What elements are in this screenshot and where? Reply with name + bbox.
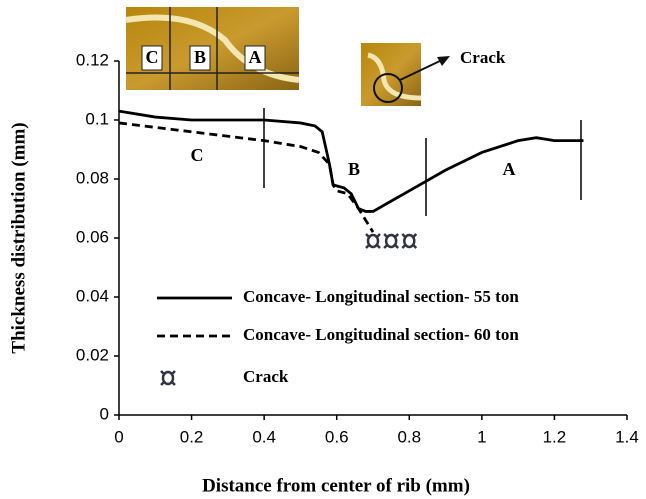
data-line xyxy=(118,109,584,213)
y-tick-label: 0.04 xyxy=(76,286,109,305)
crack-marker xyxy=(365,233,381,249)
x-tick-label: 0 xyxy=(114,427,123,446)
y-tick-label: 0.08 xyxy=(76,168,109,187)
x-axis-title: Distance from center of rib (mm) xyxy=(202,475,470,496)
y-axis-title: Thickness distribution (mm) xyxy=(8,122,29,353)
y-tick-label: 0.1 xyxy=(85,109,109,128)
x-tick-label: 1 xyxy=(477,427,486,446)
legend-label: Crack xyxy=(243,367,289,386)
annotation: Crack xyxy=(460,48,506,67)
inset-label: B xyxy=(194,47,206,67)
x-tick-label: 0.6 xyxy=(325,427,349,446)
x-tick-label: 0.4 xyxy=(252,427,276,446)
x-tick-label: 0.2 xyxy=(180,427,204,446)
y-tick-label: 0.02 xyxy=(76,345,109,364)
inset-label: C xyxy=(146,47,159,67)
legend-label: Concave- Longitudinal section- 55 ton xyxy=(243,287,519,306)
data-line xyxy=(118,121,375,233)
crack-marker xyxy=(401,233,418,249)
region-label: A xyxy=(503,159,516,179)
inset-label: A xyxy=(249,47,262,67)
crack-marker xyxy=(383,233,400,249)
legend-marker xyxy=(160,370,176,386)
region-label: C xyxy=(191,145,204,165)
y-tick-label: 0.06 xyxy=(76,227,109,246)
inset-photo: Crack xyxy=(361,43,506,106)
y-tick-label: 0.12 xyxy=(76,50,109,69)
region-label: B xyxy=(348,159,360,179)
x-tick-label: 0.8 xyxy=(397,427,421,446)
inset-photo: C B A xyxy=(125,7,300,90)
x-tick-label: 1.2 xyxy=(543,427,567,446)
x-tick-label: 1.4 xyxy=(615,427,639,446)
legend-label: Concave- Longitudinal section- 60 ton xyxy=(243,325,519,344)
y-tick-label: 0 xyxy=(100,404,109,423)
